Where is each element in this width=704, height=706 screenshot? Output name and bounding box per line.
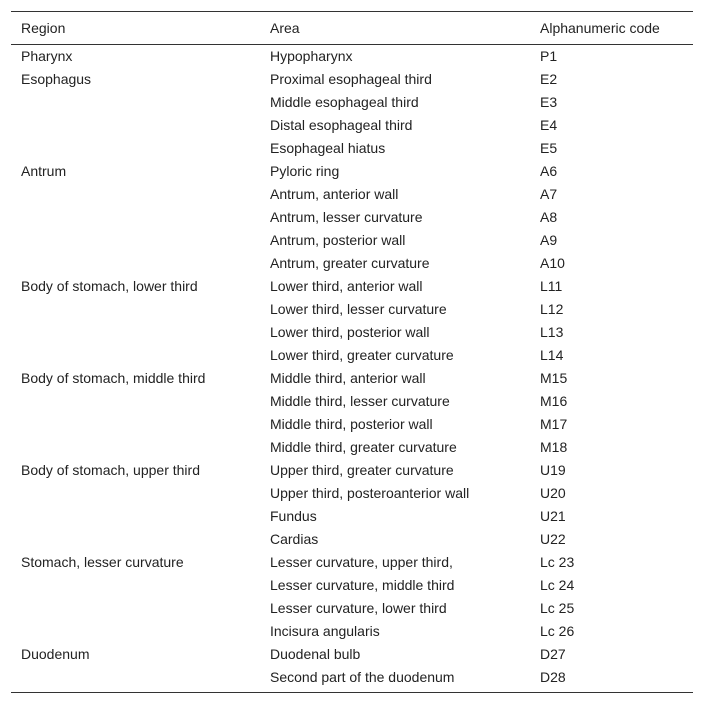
area-cell: Lower third, greater curvature (270, 347, 454, 363)
area-cell: Middle third, lesser curvature (270, 393, 450, 409)
area-cell: Second part of the duodenum (270, 669, 455, 685)
area-cell: Cardias (270, 531, 319, 547)
area-cell: Pyloric ring (270, 163, 340, 179)
code-cell: P1 (540, 48, 558, 64)
code-cell: U19 (540, 462, 566, 478)
code-cell: M16 (540, 393, 568, 409)
area-cell: Lower third, lesser curvature (270, 301, 447, 317)
region-cell: Body of stomach, upper third (21, 462, 200, 478)
area-cell: Duodenal bulb (270, 646, 361, 662)
column-header: Alphanumeric code (540, 20, 660, 36)
area-cell: Incisura angularis (270, 623, 380, 639)
code-cell: Lc 25 (540, 600, 575, 616)
region-cell: Antrum (21, 163, 67, 179)
bottom-rule (11, 692, 693, 693)
region-cell: Stomach, lesser curvature (21, 554, 184, 570)
region-cell: Body of stomach, lower third (21, 278, 198, 294)
header-rule (11, 44, 693, 45)
code-cell: E5 (540, 140, 558, 156)
column-header: Area (270, 20, 300, 36)
area-cell: Antrum, greater curvature (270, 255, 430, 271)
area-cell: Lower third, posterior wall (270, 324, 430, 340)
area-cell: Hypopharynx (270, 48, 353, 64)
code-cell: L13 (540, 324, 564, 340)
area-cell: Lesser curvature, lower third (270, 600, 447, 616)
area-cell: Middle third, anterior wall (270, 370, 426, 386)
code-cell: U20 (540, 485, 566, 501)
code-cell: A6 (540, 163, 558, 179)
area-cell: Esophageal hiatus (270, 140, 386, 156)
code-cell: L14 (540, 347, 564, 363)
code-cell: L11 (540, 278, 563, 294)
code-cell: E2 (540, 71, 558, 87)
region-cell: Esophagus (21, 71, 92, 87)
area-cell: Upper third, greater curvature (270, 462, 454, 478)
top-rule (11, 11, 693, 12)
code-cell: U21 (540, 508, 566, 524)
code-cell: M17 (540, 416, 568, 432)
area-cell: Antrum, posterior wall (270, 232, 406, 248)
area-cell: Lesser curvature, upper third, (270, 554, 453, 570)
area-cell: Distal esophageal third (270, 117, 413, 133)
column-header: Region (21, 20, 66, 36)
area-cell: Middle third, posterior wall (270, 416, 433, 432)
region-cell: Pharynx (21, 48, 73, 64)
area-cell: Middle esophageal third (270, 94, 419, 110)
area-cell: Lower third, anterior wall (270, 278, 423, 294)
code-cell: A8 (540, 209, 558, 225)
code-cell: E4 (540, 117, 558, 133)
code-cell: D27 (540, 646, 566, 662)
code-cell: D28 (540, 669, 566, 685)
code-cell: M15 (540, 370, 568, 386)
area-cell: Antrum, lesser curvature (270, 209, 423, 225)
code-cell: A10 (540, 255, 565, 271)
code-cell: E3 (540, 94, 558, 110)
area-cell: Middle third, greater curvature (270, 439, 457, 455)
region-cell: Body of stomach, middle third (21, 370, 206, 386)
area-cell: Proximal esophageal third (270, 71, 432, 87)
region-cell: Duodenum (21, 646, 90, 662)
code-cell: M18 (540, 439, 568, 455)
code-cell: A7 (540, 186, 558, 202)
area-cell: Lesser curvature, middle third (270, 577, 455, 593)
area-cell: Fundus (270, 508, 317, 524)
area-cell: Upper third, posteroanterior wall (270, 485, 470, 501)
code-cell: L12 (540, 301, 564, 317)
code-cell: A9 (540, 232, 558, 248)
code-cell: U22 (540, 531, 566, 547)
code-cell: Lc 23 (540, 554, 575, 570)
code-cell: Lc 24 (540, 577, 575, 593)
code-cell: Lc 26 (540, 623, 575, 639)
area-cell: Antrum, anterior wall (270, 186, 399, 202)
